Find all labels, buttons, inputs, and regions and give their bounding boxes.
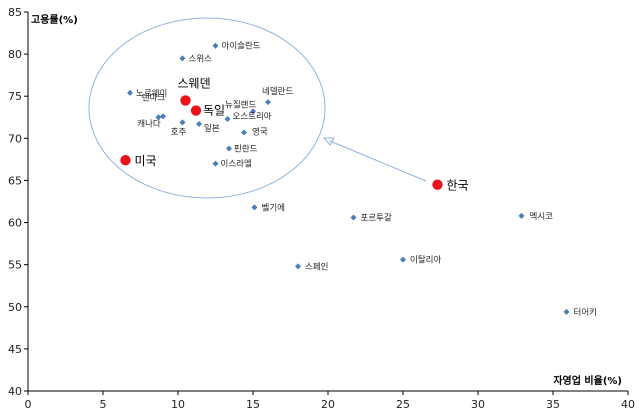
data-point (155, 114, 162, 121)
data-point (224, 115, 231, 122)
data-point (350, 214, 357, 221)
y-tick-label: 45 (8, 343, 22, 356)
x-tick-label: 15 (246, 398, 260, 411)
data-point (212, 42, 219, 49)
highlight-point (190, 105, 202, 116)
data-point (241, 129, 247, 136)
group-ellipse (88, 17, 326, 199)
x-tick-label: 40 (621, 398, 635, 411)
data-point-label: 호주 (171, 127, 187, 137)
annotation-arrowhead (322, 137, 335, 146)
y-tick-label: 65 (8, 174, 22, 187)
data-point-label: 덴마크 (142, 93, 166, 103)
data-point-label: 스페인 (305, 261, 328, 272)
x-tick-label: 20 (321, 398, 335, 411)
data-point-label: 캐나다 (137, 119, 161, 129)
data-point (212, 160, 219, 167)
y-tick-label: 80 (8, 48, 22, 61)
x-axis-title: 자영업 비율(%) (553, 374, 622, 387)
y-tick-label: 85 (8, 6, 22, 19)
highlight-label: 한국 (447, 179, 469, 193)
data-point (251, 204, 258, 211)
highlight-point (180, 95, 191, 106)
data-point (160, 113, 166, 120)
data-point-label: 오스트리아 (233, 111, 272, 122)
y-axis-title: 고용률(%) (31, 14, 78, 26)
highlight-label: 미국 (135, 154, 157, 168)
data-point-label: 스위스 (189, 54, 213, 64)
data-point (400, 256, 406, 263)
y-tick-label: 75 (8, 90, 22, 103)
data-point-label: 뉴질랜드 (225, 99, 256, 110)
data-point (179, 55, 186, 62)
x-tick-label: 10 (171, 398, 185, 411)
x-tick-label: 0 (25, 398, 32, 411)
data-point-label: 영국 (252, 126, 268, 137)
highlight-point (432, 179, 443, 190)
data-point-label: 벨기에 (262, 202, 285, 213)
x-tick-label: 30 (471, 398, 485, 411)
data-point (295, 263, 301, 270)
data-point-label: 이스라엘 (221, 159, 252, 170)
data-point (196, 121, 202, 128)
data-point-label: 멕시코 (530, 211, 554, 222)
data-point (518, 212, 525, 219)
annotation-arrow (329, 140, 427, 182)
data-point (179, 119, 186, 126)
data-point-label: 네델란드 (262, 86, 293, 97)
data-point (250, 108, 256, 115)
data-point-label: 일본 (204, 124, 220, 134)
data-point-label: 터어키 (574, 307, 597, 318)
y-tick-label: 40 (8, 385, 22, 398)
y-tick-label: 50 (8, 301, 22, 314)
y-tick-label: 60 (8, 217, 22, 230)
data-point (563, 308, 570, 315)
y-tick-label: 55 (8, 259, 22, 272)
data-point-label: 이탈리아 (410, 255, 441, 266)
highlight-label: 독일 (203, 104, 225, 118)
data-point (127, 89, 133, 96)
x-tick-label: 25 (396, 398, 410, 411)
data-point-label: 아이슬란드 (222, 41, 261, 52)
data-point-label: 핀란드 (234, 143, 258, 154)
data-point-label: 포르투갈 (361, 214, 392, 224)
y-tick-label: 70 (8, 132, 22, 145)
x-tick-label: 35 (546, 398, 560, 411)
highlight-label: 스웨덴 (178, 76, 211, 90)
data-point (226, 145, 232, 152)
data-point-label: 노르웨이 (136, 88, 167, 99)
x-tick-label: 5 (100, 398, 107, 411)
highlight-point (120, 155, 131, 166)
data-point (265, 99, 271, 106)
